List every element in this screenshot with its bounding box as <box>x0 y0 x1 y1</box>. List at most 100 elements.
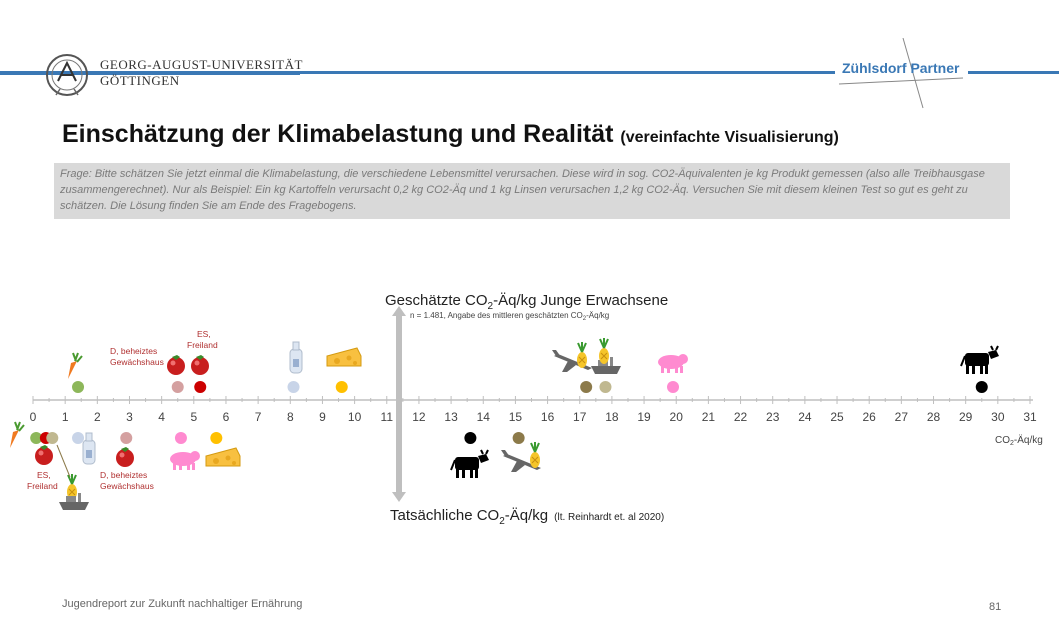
estimated-dot-pineapple-plane <box>580 381 593 393</box>
annotation-es-act-2: Freiland <box>27 481 58 491</box>
cow-icon <box>450 449 490 479</box>
x-tick-label: 23 <box>766 410 780 424</box>
estimated-dot-pork <box>667 381 680 393</box>
x-tick-label: 29 <box>959 410 973 424</box>
annotation-es-est-2: Freiland <box>187 340 218 350</box>
actual-dot-cheese <box>210 432 223 444</box>
carrot-icon <box>67 352 83 380</box>
top-axis-note: n = 1.481, Angabe des mittleren geschätz… <box>410 311 609 322</box>
header-rule-left <box>0 71 300 75</box>
x-tick-label: 11 <box>381 410 394 424</box>
x-tick-label: 6 <box>223 410 230 424</box>
partner-cross-lines <box>838 38 964 109</box>
x-tick-label: 28 <box>927 410 941 424</box>
annotation-d-beheizt-act-1: D, beheiztes <box>100 470 147 480</box>
x-tick-label: 8 <box>287 410 294 424</box>
pig-icon <box>170 451 200 470</box>
tomato-icon <box>35 445 53 465</box>
tomato-annotations: D, beheiztes Gewächshaus ES, Freiland ES… <box>27 329 218 491</box>
x-tick-label: 18 <box>605 410 619 424</box>
pineapple-icon <box>598 337 610 365</box>
x-tick-label: 2 <box>94 410 101 424</box>
actual-markers <box>30 432 525 444</box>
actual-dot-beef <box>464 432 477 444</box>
actual-dot-tomato-d <box>120 432 133 444</box>
x-tick-label: 9 <box>319 410 326 424</box>
milk-bottle-icon <box>289 341 303 374</box>
x-tick-label: 1 <box>62 410 69 424</box>
cow-icon <box>960 345 1000 375</box>
estimated-dot-pineapple-ship <box>599 381 612 393</box>
actual-dot-pork <box>174 432 187 444</box>
university-name-line2: GÖTTINGEN <box>100 73 180 88</box>
estimated-markers <box>72 381 988 393</box>
tomato-icon <box>191 355 209 375</box>
university-name-line1: GEORG-AUGUST-UNIVERSITÄT <box>100 57 303 72</box>
partner-name-left: Zühlsdorf <box>842 60 907 76</box>
x-tick-label: 27 <box>895 410 909 424</box>
actual-dot-pineapple-plane <box>512 432 525 444</box>
tomato-icon <box>116 447 134 467</box>
actual-dot-pineapple-ship <box>46 432 59 444</box>
pig-icon <box>658 354 688 373</box>
x-tick-label: 31 <box>1023 410 1037 424</box>
x-tick-label: 4 <box>158 410 165 424</box>
actual-dot-carrot <box>30 432 43 444</box>
university-seal-logo <box>46 54 88 96</box>
x-tick-label: 10 <box>348 410 362 424</box>
header-rule-right <box>275 71 835 74</box>
x-tick-label: 13 <box>444 410 458 424</box>
slide-title: Einschätzung der Klimabelastung und Real… <box>62 120 839 149</box>
estimated-dot-tomato-d <box>171 381 184 393</box>
bottom-axis-label: Tatsächliche CO2-Äq/kg (lt. Reinhardt et.… <box>390 507 664 527</box>
estimated-dot-beef <box>975 381 988 393</box>
x-tick-label: 30 <box>991 410 1005 424</box>
climate-chart: Geschätzte CO2-Äq/kg Junge Erwachsene n … <box>9 292 1043 527</box>
x-tick-label: 21 <box>702 410 716 424</box>
top-axis-label: Geschätzte CO2-Äq/kg Junge Erwachsene <box>385 292 668 312</box>
annotation-d-beheizt-est-2: Gewächshaus <box>110 357 164 367</box>
x-tick-label: 15 <box>509 410 523 424</box>
x-tick-label: 25 <box>830 410 844 424</box>
x-tick-label: 12 <box>412 410 426 424</box>
x-tick-label: 3 <box>126 410 133 424</box>
x-tick-label: 0 <box>30 410 37 424</box>
annotation-d-beheizt-act-2: Gewächshaus <box>100 481 154 491</box>
slide-title-main: Einschätzung der Klimabelastung und Real… <box>62 120 614 148</box>
partner-name-right: Partner <box>910 60 960 76</box>
footer-text: Jugendreport zur Zukunft nachhaltiger Er… <box>62 598 303 610</box>
x-tick-label: 16 <box>541 410 555 424</box>
x-axis-unit: CO2-Äq/kg <box>995 434 1043 447</box>
estimated-dot-milk <box>287 381 300 393</box>
partner-logo-text: Zühlsdorf Partner <box>842 60 959 76</box>
x-tick-label: 22 <box>734 410 748 424</box>
x-tick-label: 26 <box>863 410 877 424</box>
comparison-arrow <box>392 306 406 502</box>
actual-dot-milk <box>72 432 85 444</box>
x-tick-label: 17 <box>573 410 587 424</box>
x-tick-label: 5 <box>190 410 197 424</box>
carrot-icon <box>9 421 25 449</box>
annotation-es-act-1: ES, <box>37 470 51 480</box>
annotation-pointer <box>56 444 71 478</box>
cheese-icon <box>205 447 241 467</box>
x-axis-ticks: 0 1 2 3 4 5 6 7 8 9 10 11 12 13 14 15 16 17 18 19 20 21 22 23 24… <box>30 396 1037 424</box>
milk-bottle-icon <box>82 432 96 465</box>
x-tick-label: 7 <box>255 410 262 424</box>
estimated-dot-tomato-es <box>194 381 207 393</box>
question-box: Frage: Bitte schätzen Sie jetzt einmal d… <box>54 163 1010 219</box>
cheese-icon <box>326 347 362 367</box>
annotation-d-beheizt-est-1: D, beheiztes <box>110 346 157 356</box>
x-tick-label: 19 <box>637 410 651 424</box>
slide-title-sub: (vereinfachte Visualisierung) <box>620 129 839 146</box>
header-rule-far-right <box>968 71 1059 74</box>
pineapple-icon <box>576 341 588 369</box>
tomato-icon <box>167 355 185 375</box>
x-tick-label: 24 <box>798 410 812 424</box>
x-tick-label: 20 <box>670 410 684 424</box>
pineapple-icon <box>529 441 541 469</box>
x-tick-label: 14 <box>477 410 491 424</box>
page-number: 81 <box>989 601 1002 613</box>
estimated-dot-cheese <box>335 381 348 393</box>
annotation-es-est-1: ES, <box>197 329 211 339</box>
